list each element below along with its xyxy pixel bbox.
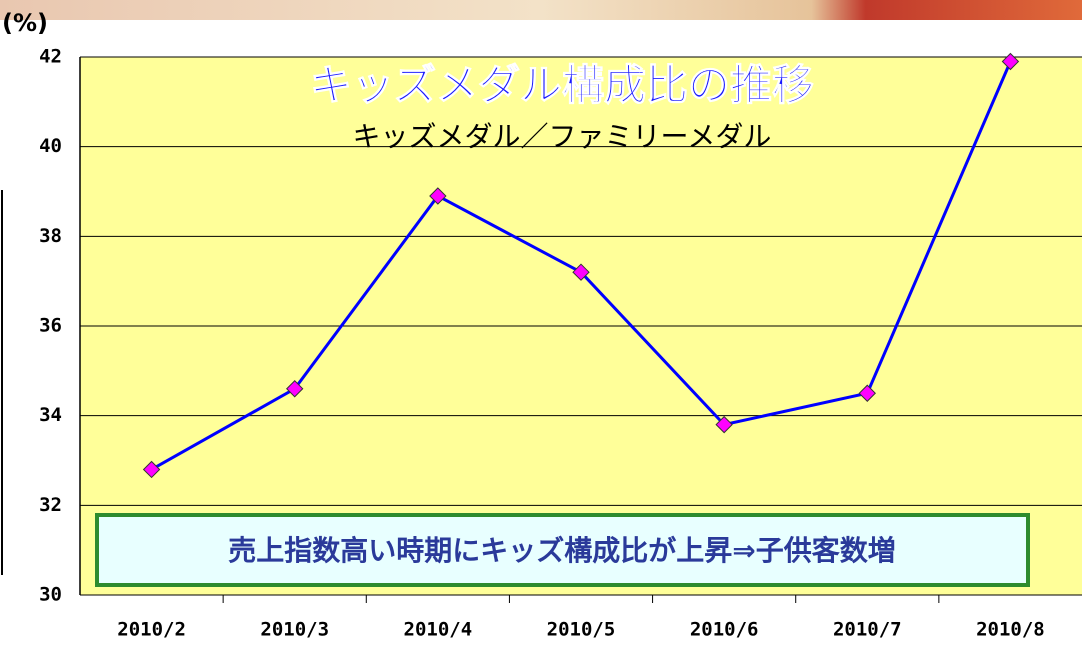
- y-tick-label: 34: [39, 404, 62, 426]
- chart-title: キッズメダル構成比の推移: [310, 61, 814, 110]
- chart-subtitle: キッズメダル／ファミリーメダル: [353, 120, 772, 153]
- x-tick-label: 2010/8: [976, 619, 1045, 641]
- x-tick-label: 2010/4: [404, 619, 473, 641]
- x-tick-label: 2010/2: [117, 619, 186, 641]
- y-tick-label: 30: [39, 584, 62, 606]
- chart: (%) 売上指数高い時期にキッズ構成比が上昇⇒子供客数増 キッズメダル構成比の推…: [0, 0, 1082, 645]
- x-tick-label: 2010/3: [260, 619, 329, 641]
- annotation: 売上指数高い時期にキッズ構成比が上昇⇒子供客数増: [228, 534, 895, 567]
- photo-strip: [0, 0, 1082, 20]
- y-tick-label: 36: [39, 315, 62, 337]
- y-tick-label: 38: [39, 225, 62, 247]
- y-axis-label: (%): [2, 9, 48, 37]
- y-tick-label: 40: [39, 135, 62, 157]
- x-tick-label: 2010/5: [547, 619, 616, 641]
- y-tick-label: 42: [39, 46, 62, 68]
- x-tick-label: 2010/6: [690, 619, 759, 641]
- y-tick-label: 32: [39, 494, 62, 516]
- x-tick-label: 2010/7: [833, 619, 902, 641]
